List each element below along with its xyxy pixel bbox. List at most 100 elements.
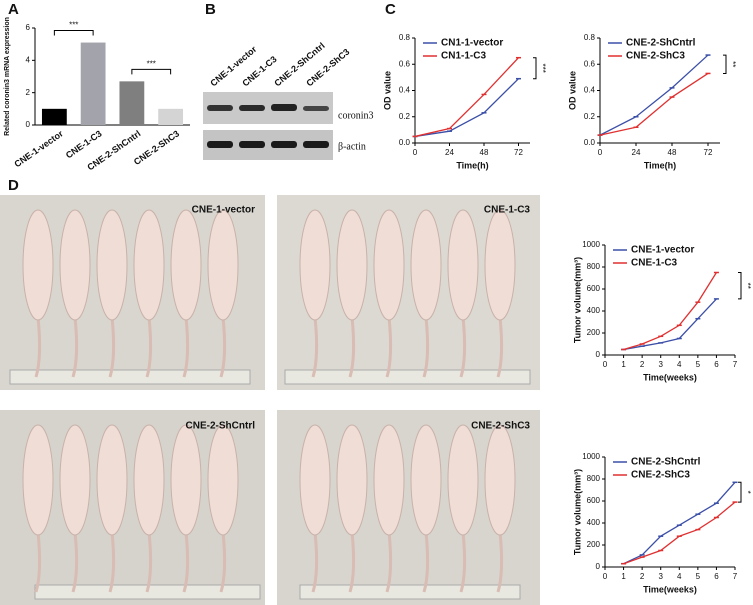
annotation: *** — [538, 64, 547, 73]
annotation: *** — [147, 59, 156, 68]
x-tick-label: 72 — [514, 148, 523, 157]
x-tick-label: 6 — [714, 572, 719, 581]
annotation: *** — [69, 21, 78, 30]
x-tick-label: 7 — [733, 572, 738, 581]
x-axis-label: Time(h) — [456, 160, 488, 170]
panel-label: A — [8, 1, 19, 18]
legend-label: CNE-2-ShCntrl — [626, 38, 696, 49]
x-tick-label: 5 — [696, 360, 701, 369]
panel-label: D — [8, 177, 19, 194]
photo-label: CNE-1-vector — [192, 205, 255, 216]
x-tick-label: 7 — [733, 360, 738, 369]
x-axis-label: Time(h) — [644, 160, 676, 170]
legend-label: CN1-1-C3 — [441, 51, 486, 62]
y-axis-label: Related coronin3 mRNA expression — [4, 17, 11, 136]
x-tick-label: 0 — [603, 360, 608, 369]
x-tick-label: 0 — [413, 148, 418, 157]
y-tick-label: 0.0 — [399, 138, 411, 147]
bar — [158, 108, 184, 125]
x-tick-label: 4 — [677, 360, 682, 369]
y-tick-label: 1000 — [582, 452, 600, 461]
bar — [41, 108, 67, 125]
series-line — [599, 54, 709, 136]
series-line — [414, 57, 519, 138]
legend-label: CNE-2-ShC3 — [626, 51, 685, 62]
bar — [119, 81, 145, 125]
y-tick-label: 1000 — [582, 240, 600, 249]
x-tick-label: 5 — [696, 572, 701, 581]
series-line — [414, 78, 519, 138]
legend-label: CNE-1-C3 — [631, 258, 678, 269]
x-tick-label: 72 — [704, 148, 713, 157]
y-tick-label: 0.8 — [584, 33, 596, 42]
x-tick-label: 3 — [658, 572, 663, 581]
y-tick-label: 400 — [587, 518, 601, 527]
x-tick-label: 6 — [714, 360, 719, 369]
series-line — [623, 298, 717, 351]
photo-label: CNE-2-ShC3 — [471, 421, 530, 432]
y-tick-label: 0.6 — [399, 59, 411, 68]
series-line — [599, 72, 709, 136]
y-axis-label: Tumor volume(mm³) — [572, 469, 582, 555]
panel-label: B — [205, 1, 216, 18]
series-line — [623, 272, 717, 351]
y-axis-label: OD value — [382, 71, 392, 110]
x-tick-label: CNE-1-vector — [12, 128, 65, 169]
y-tick-label: 600 — [587, 284, 601, 293]
bar — [80, 42, 106, 125]
x-tick-label: 2 — [640, 360, 645, 369]
band-label: coronin3 — [338, 110, 374, 121]
x-tick-label: 48 — [480, 148, 489, 157]
x-tick-label: 48 — [668, 148, 677, 157]
y-tick-label: 0.2 — [584, 112, 596, 121]
significance-bracket — [533, 57, 537, 80]
y-tick-label: 200 — [587, 540, 601, 549]
annotation: ** — [728, 61, 737, 67]
x-tick-label: 2 — [640, 572, 645, 581]
x-tick-label: 0 — [598, 148, 603, 157]
x-tick-label: 0 — [603, 572, 608, 581]
mice — [22, 209, 516, 593]
significance-bracket — [738, 272, 742, 300]
series-line — [623, 481, 736, 565]
y-axis-label: OD value — [567, 71, 577, 110]
y-axis-label: Tumor volume(mm³) — [572, 257, 582, 343]
y-tick-label: 0 — [26, 120, 31, 129]
significance-bracket — [723, 54, 727, 74]
significance-bracket — [738, 481, 742, 503]
x-tick-label: 3 — [658, 360, 663, 369]
y-tick-label: 2 — [26, 88, 31, 97]
legend-label: CNE-2-ShCntrl — [631, 457, 701, 468]
x-tick-label: 24 — [445, 148, 454, 157]
x-axis-label: Time(weeks) — [643, 372, 697, 382]
y-tick-label: 200 — [587, 328, 601, 337]
photo-label: CNE-1-C3 — [484, 205, 531, 216]
y-tick-label: 0.0 — [584, 138, 596, 147]
x-axis-label: Time(weeks) — [643, 584, 697, 594]
y-tick-label: 800 — [587, 474, 601, 483]
panel-label: C — [385, 1, 396, 18]
legend-label: CNE-2-ShC3 — [631, 470, 690, 481]
photo-label: CNE-2-ShCntrl — [186, 421, 256, 432]
x-tick-label: 1 — [621, 572, 626, 581]
annotation: * — [743, 491, 752, 494]
y-tick-label: 0.8 — [399, 33, 411, 42]
band-label: β-actin — [338, 141, 366, 152]
y-tick-label: 800 — [587, 262, 601, 271]
y-tick-label: 0.2 — [399, 112, 411, 121]
y-tick-label: 0.4 — [584, 86, 596, 95]
y-tick-label: 0 — [596, 350, 601, 359]
y-tick-label: 0.4 — [399, 86, 411, 95]
y-tick-label: 0.6 — [584, 59, 596, 68]
x-tick-label: 1 — [621, 360, 626, 369]
blot-bands — [207, 104, 329, 148]
annotation: ** — [743, 283, 752, 289]
legend-label: CNE-1-vector — [631, 245, 694, 256]
x-tick-label: 4 — [677, 572, 682, 581]
legend-label: CN1-1-vector — [441, 38, 503, 49]
significance-bracket — [131, 68, 172, 75]
significance-bracket — [53, 30, 94, 36]
y-tick-label: 600 — [587, 496, 601, 505]
y-tick-label: 0 — [596, 562, 601, 571]
